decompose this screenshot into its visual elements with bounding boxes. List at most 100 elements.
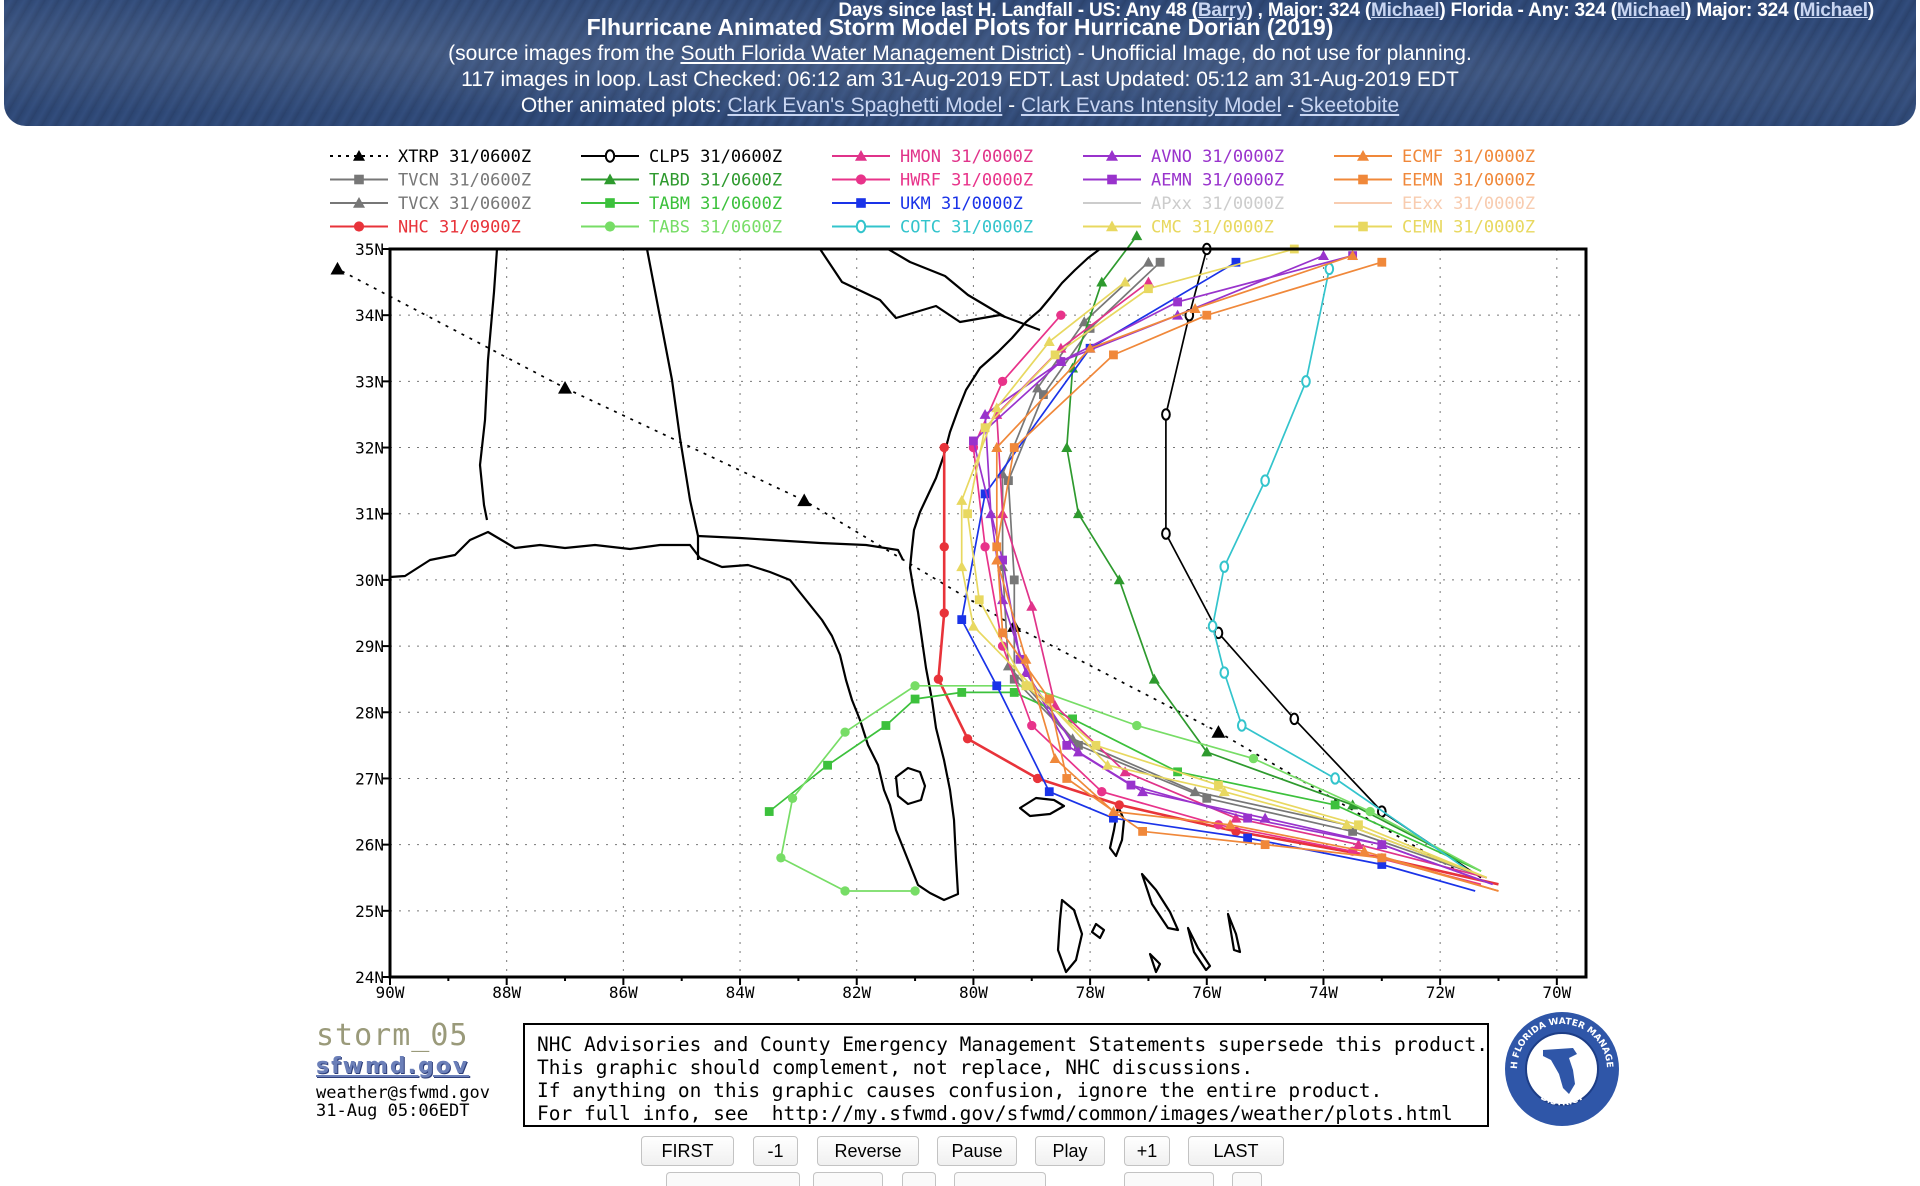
link-spaghetti-model[interactable]: Clark Evan's Spaghetti Model	[727, 94, 1003, 117]
gulf-coastline	[389, 248, 1101, 902]
tabs-point	[840, 886, 850, 896]
lon-label: 74W	[1309, 983, 1338, 1002]
link-michael-us-major[interactable]: Michael	[1371, 0, 1440, 21]
track-avno	[984, 254, 1493, 886]
ecmf-point	[1347, 250, 1359, 261]
option-select[interactable]	[954, 1172, 1046, 1186]
disclaimer-box: NHC Advisories and County Emergency Mana…	[523, 1023, 1489, 1127]
tvcn-point	[1085, 324, 1095, 333]
bahamas-grand-bahama	[1018, 796, 1066, 818]
secondary-controls	[0, 1172, 1920, 1186]
cemn-point	[980, 423, 990, 433]
tabs-point	[910, 681, 920, 691]
xtrp-point	[797, 493, 812, 507]
legend-marker	[1358, 221, 1368, 232]
small-button[interactable]	[902, 1172, 936, 1186]
aemn-point	[1377, 840, 1387, 850]
separator: -	[1281, 94, 1300, 117]
nhc-point	[962, 734, 973, 744]
hwrf-point	[1027, 720, 1037, 731]
florida-shape-icon	[1543, 1048, 1577, 1094]
cmc-point	[956, 494, 968, 505]
link-intensity-model[interactable]: Clark Evans Intensity Model	[1020, 94, 1282, 117]
pause-button[interactable]: Pause	[937, 1136, 1017, 1166]
lon-label: 80W	[959, 983, 988, 1002]
tabd-point	[1072, 508, 1084, 519]
state-border	[478, 248, 499, 521]
nhc-point	[933, 674, 944, 684]
tabd-point	[1113, 574, 1125, 585]
first-button[interactable]: FIRST	[641, 1136, 734, 1166]
hwrf-point	[1056, 310, 1066, 320]
next-frame-button[interactable]: +1	[1124, 1136, 1170, 1166]
lat-label: 34N	[355, 306, 384, 325]
tabd-point	[1131, 230, 1143, 241]
legend-label-cotc: COTC 31/0000Z	[900, 218, 1033, 238]
tabs-point	[1365, 806, 1375, 817]
tvcx-point	[1189, 786, 1201, 797]
source-post: ) - Unofficial Image, do not use for pla…	[1064, 42, 1472, 65]
hwrf-point	[997, 376, 1008, 387]
xtrp-point	[330, 261, 345, 275]
legend-marker	[1358, 174, 1368, 185]
ticker-florida-label: ) Florida - Any: 324 (	[1439, 0, 1617, 21]
hmon-point	[1230, 812, 1242, 823]
avno-point	[1137, 786, 1149, 797]
source-pre: (source images from the	[448, 42, 681, 65]
legend-marker	[1106, 220, 1118, 232]
cemn-point	[1050, 350, 1060, 360]
legend-label-hwrf: HWRF 31/0000Z	[900, 171, 1033, 191]
ukm-point	[957, 615, 967, 625]
last-button[interactable]: LAST	[1188, 1136, 1284, 1166]
legend-marker	[1357, 150, 1369, 161]
cotc-point	[1330, 772, 1340, 785]
landfall-ticker: Days since last H. Landfall - US: Any 48…	[838, 0, 1874, 22]
tabm-point	[910, 694, 920, 704]
speed-select[interactable]	[666, 1172, 800, 1186]
sfwmd-link[interactable]: South Florida Water Management District	[680, 42, 1065, 65]
ecmf-point	[1084, 342, 1096, 353]
link-barry[interactable]: Barry	[1197, 0, 1247, 21]
aemn-point	[998, 555, 1007, 565]
eemn-point	[1377, 257, 1387, 267]
legend-marker	[353, 221, 365, 232]
aemn-point	[1126, 780, 1136, 790]
bahamas-islet	[1148, 952, 1162, 974]
track-nhc	[937, 447, 1499, 886]
bahamas-andros	[1056, 898, 1084, 974]
ticker-major-label: ) , Major: 324 (	[1246, 0, 1372, 21]
map-background	[390, 249, 1586, 977]
legend-label-eemn: EEMN 31/0000Z	[1402, 171, 1535, 191]
hmon-point	[1119, 766, 1131, 777]
play-button[interactable]: Play	[1035, 1136, 1105, 1166]
prev-frame-button[interactable]: -1	[753, 1136, 798, 1166]
cemn-point	[1091, 740, 1101, 750]
ecmf-point	[1358, 845, 1370, 856]
legend-marker	[354, 174, 364, 185]
link-skeetobite[interactable]: Skeetobite	[1299, 94, 1400, 117]
tvcx-point	[1067, 733, 1079, 744]
avno-point	[1259, 812, 1271, 823]
frame-input[interactable]	[813, 1172, 883, 1186]
small-button[interactable]	[1232, 1172, 1262, 1186]
lon-label: 78W	[1076, 983, 1105, 1002]
ecmf-point	[1189, 303, 1201, 313]
cotc-point	[1301, 375, 1311, 388]
track-clp5	[1165, 248, 1482, 879]
link-michael-fl-major[interactable]: Michael	[1799, 0, 1868, 21]
lat-label: 31N	[355, 505, 384, 524]
cmc-point	[956, 561, 968, 572]
option-select[interactable]	[1124, 1172, 1214, 1186]
clp5-point	[1161, 527, 1171, 540]
lon-label: 86W	[609, 983, 638, 1002]
sfwmd-seal: SOUTH FLORIDA WATER MANAGEMENT DISTRICT	[1503, 1010, 1619, 1126]
eemn-point	[1138, 827, 1148, 836]
link-michael-fl-any[interactable]: Michael	[1616, 0, 1686, 21]
legend-label-cemn: CEMN 31/0000Z	[1402, 218, 1535, 238]
reverse-button[interactable]: Reverse	[817, 1136, 919, 1166]
lat-label: 29N	[355, 637, 384, 656]
ecmf-point	[1049, 753, 1061, 763]
tvcn-point	[1202, 793, 1212, 803]
cmc-point	[1341, 819, 1353, 830]
